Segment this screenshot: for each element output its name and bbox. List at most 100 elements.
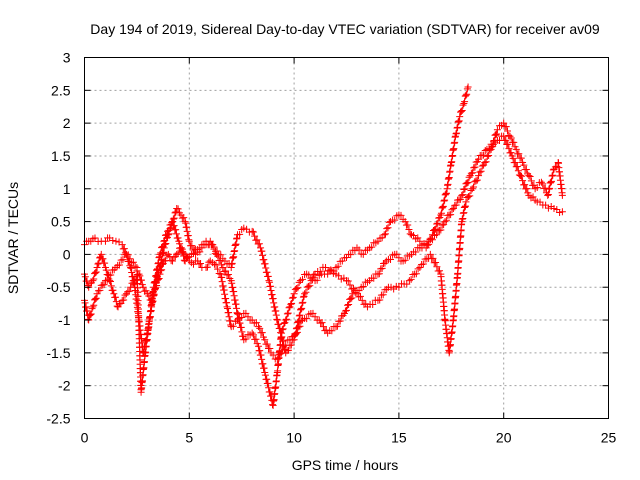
data-point-marker [160,237,168,245]
data-point-marker [305,282,313,290]
data-point-marker [273,315,281,323]
data-point-marker [265,278,273,286]
data-point-marker [379,291,387,299]
data-point-marker [183,227,191,235]
data-point-marker [469,169,477,177]
data-point-marker [161,237,169,245]
data-point-marker [546,184,554,192]
data-point-marker [257,351,265,359]
data-point-marker [234,310,242,318]
y-tick-label: -2 [58,378,71,394]
data-point-marker [287,300,295,308]
data-point-marker [461,202,469,210]
data-point-marker [256,347,264,355]
data-point-marker [514,167,522,175]
data-point-marker [129,258,137,266]
data-point-marker [181,218,189,226]
x-tick-label: 25 [601,430,617,446]
data-point-marker [463,179,471,187]
x-tick-label: 20 [496,430,512,446]
data-point-marker [288,299,296,307]
data-point-marker [112,237,120,245]
data-point-marker [370,274,378,282]
data-point-marker [426,250,434,258]
data-point-marker [298,275,306,283]
data-point-marker [293,285,301,293]
data-point-marker [256,324,264,332]
y-tick-label: 2 [63,115,71,131]
data-point-marker [107,271,115,279]
data-point-marker [254,342,262,350]
data-point-marker [502,136,510,144]
data-point-marker [188,242,196,250]
data-point-marker [158,244,166,252]
data-point-marker [412,270,420,278]
chart-title: Day 194 of 2019, Sidereal Day-to-day VTE… [90,21,600,37]
data-point-marker [127,283,135,291]
data-point-marker [253,236,261,244]
data-point-marker [90,275,98,283]
data-point-marker [489,137,497,145]
data-point-marker [169,218,177,226]
data-point-marker [418,244,426,252]
data-point-marker [185,237,193,245]
data-point-marker [255,240,263,248]
data-point-marker [263,268,271,276]
data-point-marker [423,241,431,249]
data-point-marker [520,161,528,169]
data-point-marker [336,317,344,325]
data-point-marker [237,323,245,331]
data-point-marker [504,140,512,148]
data-point-marker [433,231,441,239]
data-point-marker [258,329,266,337]
data-point-marker [483,152,491,160]
data-point-marker [162,231,170,239]
data-point-marker [348,285,356,293]
data-point-marker [334,262,342,270]
data-point-marker [356,292,364,300]
data-point-marker [138,276,146,284]
data-point-marker [452,201,460,209]
data-point-marker [223,303,231,311]
data-point-marker [537,178,545,186]
data-point-marker [391,216,399,224]
data-point-marker [89,277,97,285]
data-point-marker [258,251,266,259]
data-point-marker [454,123,462,131]
data-point-marker [127,264,135,272]
data-point-marker [81,273,89,281]
data-point-marker [519,177,527,185]
x-tick-label: 10 [286,430,302,446]
data-point-marker [180,256,188,264]
data-point-marker [283,310,291,318]
data-point-marker [453,124,461,132]
data-point-marker [459,191,467,199]
data-point-marker [125,287,133,295]
y-axis-title: SDTVAR / TECUs [5,182,21,294]
y-tick-label: -2.5 [46,411,70,427]
data-point-marker [457,108,465,116]
data-point-marker [466,192,474,200]
data-point-marker [351,289,359,297]
data-point-marker [459,214,467,222]
data-point-marker [155,275,163,283]
data-point-marker [102,266,110,274]
data-point-marker [264,379,272,387]
data-point-marker [126,255,134,263]
data-point-marker [412,248,420,256]
data-point-marker [548,172,556,180]
data-point-marker [492,131,500,139]
data-point-marker [210,243,218,251]
data-point-marker [115,261,123,269]
data-point-marker [212,261,220,269]
data-point-marker [294,319,302,327]
data-point-marker [368,243,376,251]
data-point-marker [110,290,118,298]
data-point-marker [493,126,501,134]
data-point-marker [380,231,388,239]
data-point-marker [485,152,493,160]
data-point-marker [344,301,352,309]
data-point-marker [183,223,191,231]
data-point-marker [381,230,389,238]
